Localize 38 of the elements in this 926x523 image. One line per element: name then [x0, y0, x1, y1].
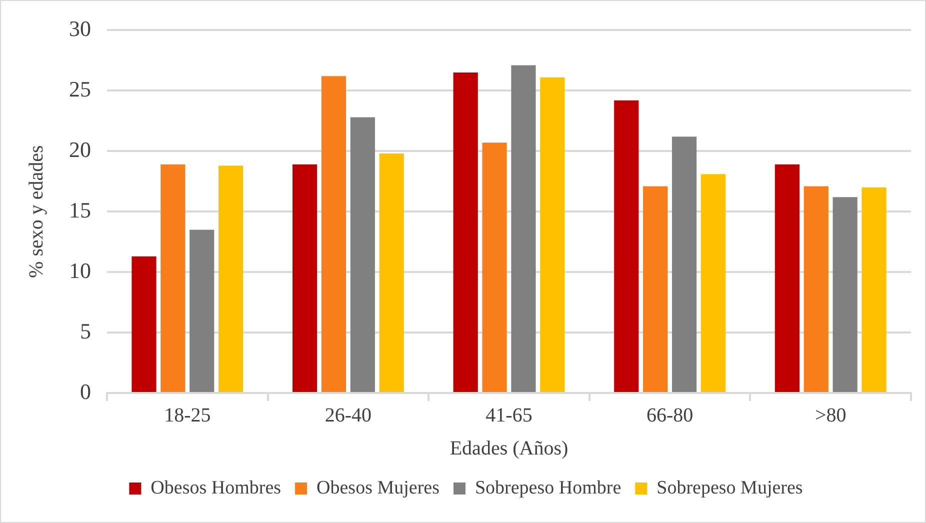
bar [379, 154, 404, 392]
y-tick-label: 20 [69, 136, 91, 162]
legend-label: Sobrepeso Mujeres [656, 477, 803, 498]
bar [862, 187, 886, 392]
y-tick-label: 15 [69, 197, 91, 222]
bar [511, 65, 536, 392]
legend-label: Obesos Hombres [150, 477, 282, 498]
bar [774, 164, 800, 392]
x-tick-label: >80 [814, 404, 846, 426]
bar [132, 256, 156, 392]
bar [350, 117, 375, 392]
bar [700, 174, 726, 392]
bar [482, 142, 507, 392]
y-tick-label: 5 [80, 318, 91, 344]
x-tick-label: 18-25 [164, 404, 211, 426]
bar [614, 100, 639, 392]
bar [292, 164, 318, 392]
bar [453, 72, 478, 392]
x-axis-title: Edades (Años) [450, 437, 568, 460]
bar [804, 186, 828, 392]
bar [321, 76, 346, 392]
x-tick-label: 26-40 [324, 404, 372, 426]
y-tick-label: 25 [69, 76, 91, 102]
x-tick-label: 41-65 [486, 404, 532, 426]
bar [218, 166, 244, 392]
legend-label: Obesos Mujeres [316, 477, 440, 498]
y-tick-label: 10 [69, 258, 91, 283]
legend-label: Sobrepeso Hombre [474, 477, 622, 498]
bar [643, 186, 668, 392]
bar [190, 230, 214, 392]
y-tick-label: 0 [80, 378, 91, 404]
bar [540, 77, 565, 392]
bar [672, 136, 697, 392]
y-axis-title: % sexo y edades [25, 145, 48, 278]
y-tick-label: 30 [69, 16, 91, 41]
bar [832, 197, 858, 392]
bar [160, 164, 186, 392]
x-tick-label: 66-80 [646, 404, 694, 426]
